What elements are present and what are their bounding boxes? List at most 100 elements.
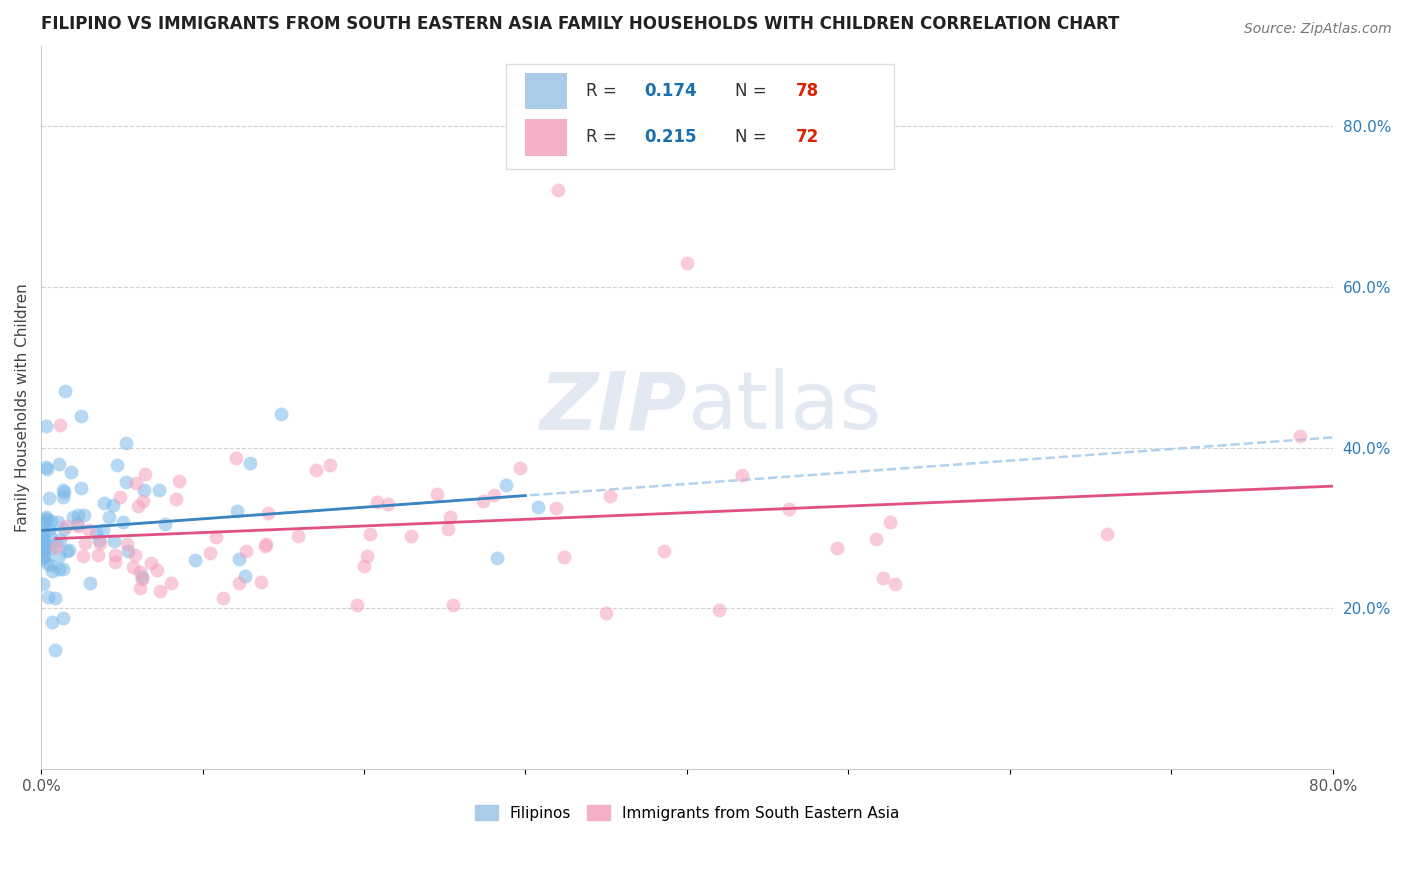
Point	[38, 523, 60, 537]
Point	[139, 556, 162, 570]
Point	[72, 549, 94, 564]
Point	[34, 549, 56, 563]
Point	[31, 551, 53, 566]
Point	[45, 536, 67, 550]
Point	[426, 487, 449, 501]
Point	[103, 534, 125, 549]
Point	[226, 504, 249, 518]
Point	[62, 510, 84, 524]
Point	[872, 571, 894, 585]
Point	[110, 490, 132, 504]
Point	[44, 591, 66, 606]
Point	[104, 548, 127, 562]
Point	[132, 483, 155, 497]
Point	[115, 475, 138, 489]
Point	[67, 519, 90, 533]
Point	[58, 542, 80, 557]
Point	[122, 560, 145, 574]
Point	[56, 544, 79, 558]
Y-axis label: Family Households with Children: Family Households with Children	[15, 283, 30, 532]
Text: Source: ZipAtlas.com: Source: ZipAtlas.com	[1244, 22, 1392, 37]
Point	[472, 493, 495, 508]
Point	[165, 492, 187, 507]
Point	[1095, 527, 1118, 541]
Text: 72: 72	[796, 128, 818, 146]
Point	[49, 533, 72, 548]
Point	[211, 591, 233, 605]
Point	[31, 550, 53, 565]
Point	[48, 549, 70, 564]
Point	[35, 462, 58, 476]
Point	[117, 544, 139, 558]
Point	[865, 532, 887, 546]
Text: 78: 78	[796, 82, 818, 100]
Point	[101, 498, 124, 512]
Point	[52, 483, 75, 497]
Text: R =: R =	[586, 82, 623, 100]
Point	[125, 475, 148, 490]
Point	[48, 457, 70, 471]
Point	[32, 542, 55, 557]
Point	[547, 183, 569, 197]
Point	[35, 556, 58, 570]
Point	[49, 417, 72, 432]
Text: FILIPINO VS IMMIGRANTS FROM SOUTH EASTERN ASIA FAMILY HOUSEHOLDS WITH CHILDREN C: FILIPINO VS IMMIGRANTS FROM SOUTH EASTER…	[41, 15, 1119, 33]
Point	[32, 525, 55, 540]
Point	[59, 465, 82, 479]
Point	[45, 540, 67, 554]
Point	[52, 490, 75, 504]
Point	[730, 467, 752, 482]
Text: R =: R =	[586, 128, 623, 146]
Point	[31, 536, 53, 550]
Text: 0.174: 0.174	[644, 82, 697, 100]
Point	[319, 458, 342, 473]
Point	[1288, 429, 1310, 443]
Point	[55, 518, 77, 533]
Point	[287, 529, 309, 543]
Point	[879, 515, 901, 529]
Point	[366, 494, 388, 508]
Point	[595, 606, 617, 620]
FancyBboxPatch shape	[526, 120, 567, 156]
Point	[495, 478, 517, 492]
Point	[145, 563, 167, 577]
Point	[41, 615, 63, 629]
Point	[131, 572, 153, 586]
Point	[183, 553, 205, 567]
Point	[77, 523, 100, 537]
Point	[124, 548, 146, 562]
Point	[34, 513, 56, 527]
FancyBboxPatch shape	[506, 63, 894, 169]
Point	[114, 436, 136, 450]
Point	[52, 610, 75, 624]
Point	[53, 522, 76, 536]
Point	[46, 515, 69, 529]
Point	[91, 523, 114, 537]
Point	[437, 522, 460, 536]
Point	[884, 577, 907, 591]
Point	[111, 516, 134, 530]
Point	[254, 537, 277, 551]
Point	[825, 541, 848, 555]
Point	[131, 569, 153, 583]
Point	[89, 533, 111, 547]
Point	[228, 575, 250, 590]
Point	[98, 509, 121, 524]
Point	[38, 529, 60, 543]
Point	[235, 543, 257, 558]
Point	[346, 598, 368, 612]
Point	[39, 514, 62, 528]
Point	[709, 603, 731, 617]
Point	[105, 458, 128, 473]
Point	[439, 510, 461, 524]
Point	[652, 544, 675, 558]
Point	[399, 529, 422, 543]
Point	[304, 463, 326, 477]
Point	[239, 456, 262, 470]
Point	[134, 467, 156, 482]
Point	[52, 561, 75, 575]
Point	[205, 529, 228, 543]
Point	[257, 506, 280, 520]
Point	[359, 527, 381, 541]
Text: N =: N =	[735, 128, 772, 146]
